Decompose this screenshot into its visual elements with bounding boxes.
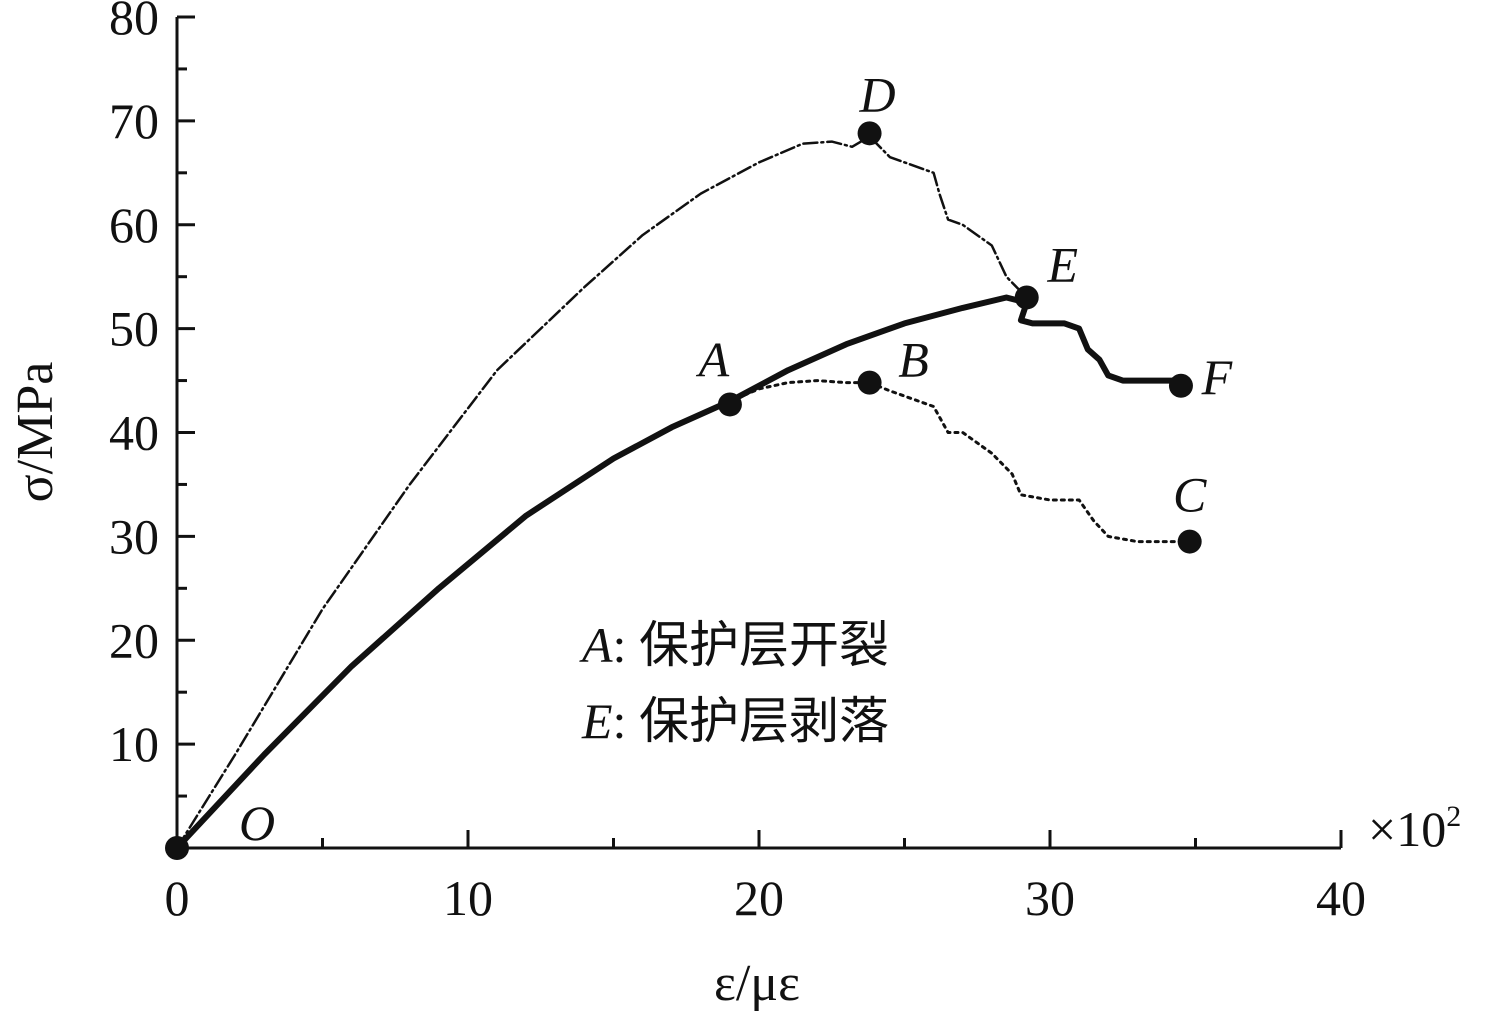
point-label-b: B (898, 332, 929, 388)
point-label-a: A (696, 331, 730, 387)
annotation-line-1: A: 保护层开裂 (579, 617, 889, 673)
point-marker-c (1177, 529, 1202, 554)
annotation-box: A: 保护层开裂 E: 保护层剥落 (579, 617, 889, 749)
point-marker-b (857, 370, 882, 395)
axes: 0 10 20 30 40 10 20 30 40 50 60 70 80 (109, 0, 1366, 926)
y-tick-label: 20 (109, 612, 159, 668)
x-axis-title: ε/με (714, 955, 800, 1012)
y-axis-title: σ/MPa (7, 362, 64, 503)
annotation-key-2: E (581, 693, 613, 749)
x-tick-label: 0 (165, 870, 190, 926)
x-multiplier: ×102 (1368, 800, 1461, 857)
x-tick-label: 20 (734, 870, 784, 926)
point-marker-d (857, 121, 882, 146)
annotation-text-1: : 保护层开裂 (613, 617, 889, 673)
annotation-text-2: : 保护层剥落 (613, 693, 889, 749)
x-tick-label: 10 (443, 870, 493, 926)
x-multiplier-exp: 2 (1446, 800, 1461, 833)
x-tick-label: 40 (1316, 870, 1366, 926)
point-marker-f (1168, 373, 1193, 398)
y-tick-label: 50 (109, 301, 159, 357)
series-line-dotted (728, 379, 1192, 544)
point-marker-e (1014, 285, 1039, 310)
y-tick-label: 10 (109, 716, 159, 772)
annotation-line-2: E: 保护层剥落 (581, 693, 889, 749)
x-tick-label: 30 (1025, 870, 1075, 926)
point-label-e: E (1046, 236, 1078, 292)
point-label-c: C (1173, 467, 1207, 523)
y-tick-label: 60 (109, 197, 159, 253)
point-label-o: O (239, 795, 275, 851)
x-multiplier-base: ×10 (1368, 801, 1446, 857)
y-tick-label: 40 (109, 405, 159, 461)
point-marker-o (165, 836, 189, 860)
point-label-d: D (859, 66, 896, 122)
series-line-solid (174, 294, 1184, 851)
series-line-dash-dot (175, 135, 1028, 850)
point-marker-a (717, 392, 742, 417)
y-tick-label: 80 (109, 0, 159, 45)
y-tick-label: 30 (109, 508, 159, 564)
points-layer: O A B C D E F (165, 66, 1233, 860)
annotation-key-1: A (579, 617, 613, 673)
y-tick-label: 70 (109, 93, 159, 149)
point-label-f: F (1201, 349, 1233, 405)
series-layer (174, 135, 1192, 851)
